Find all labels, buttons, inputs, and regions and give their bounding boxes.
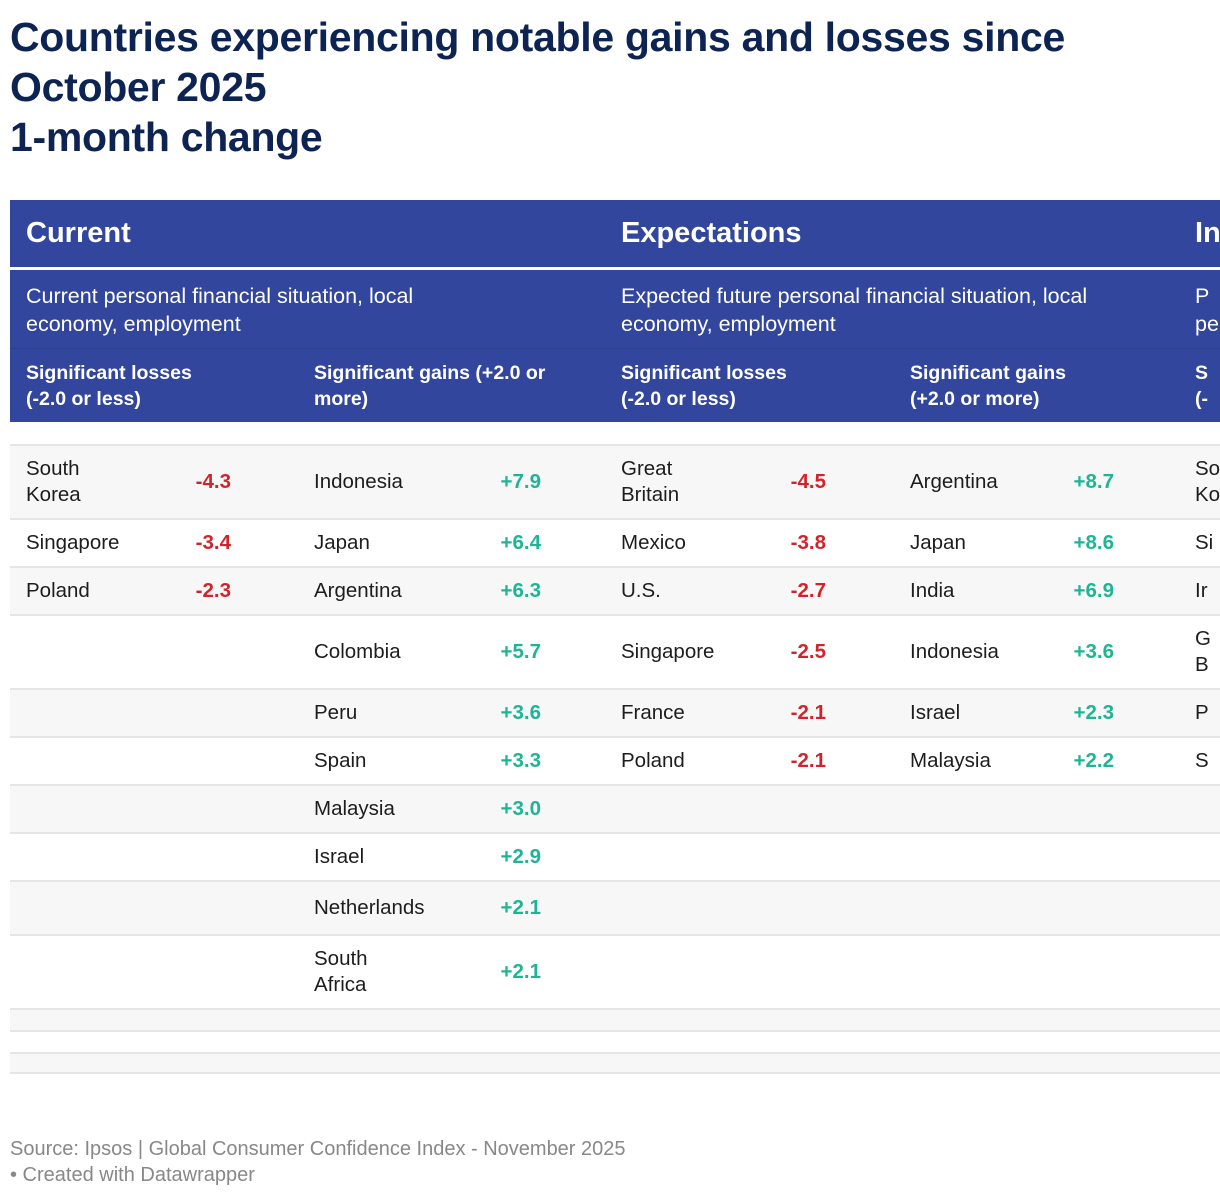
expectations-losses-value: -2.5 (790, 640, 826, 663)
expectations-gains-value: +8.7 (1073, 470, 1114, 493)
current-gains-value: +5.7 (500, 640, 541, 663)
expectations-losses-value: -2.7 (790, 579, 826, 602)
expectations-gains-country: Israel (910, 701, 961, 724)
data-table: Current Expectations In Current personal… (10, 200, 1220, 1080)
expectations-gains-country: Malaysia (910, 749, 991, 772)
table-row: South Africa +2.1 (10, 934, 1220, 1008)
section-description-third: P pe (1195, 284, 1219, 336)
third-losses-country: Ir (1195, 579, 1208, 602)
title-line-3: 1-month change (10, 114, 323, 160)
table-row: Poland -2.3 Argentina +6.3 U.S. -2.7 India +6.9… (10, 566, 1220, 614)
current-gains-country: Peru (314, 701, 358, 724)
title-line-1: Countries experiencing notable gains and… (10, 14, 1065, 60)
current-losses-country: South Korea (26, 457, 81, 506)
current-losses-value: -2.3 (195, 579, 231, 602)
current-losses-country: Poland (26, 579, 90, 602)
current-gains-value: +7.9 (500, 470, 541, 493)
third-losses-country: So Ko (1195, 457, 1220, 506)
credit-note: • Created with Datawrapper (10, 1164, 255, 1186)
expectations-losses-country: Singapore (621, 640, 715, 663)
col-header-expectations-losses: Significant losses (-2.0 or less) (621, 362, 787, 410)
current-losses-value: -4.3 (195, 470, 231, 493)
third-losses-country: S (1195, 749, 1209, 772)
expectations-losses-value: -2.1 (790, 749, 826, 772)
col-header-expectations-gains: Significant gains (+2.0 or more) (910, 362, 1067, 410)
current-gains-value: +6.3 (500, 579, 541, 602)
third-losses-country: P (1195, 701, 1209, 724)
col-header-current-gains: Significant gains (+2.0 or more) (314, 362, 546, 410)
current-gains-country: Malaysia (314, 797, 395, 820)
expectations-gains-country: Argentina (910, 470, 998, 493)
current-gains-country: Argentina (314, 579, 402, 602)
expectations-losses-country: U.S. (621, 579, 661, 602)
expectations-gains-country: India (910, 579, 955, 602)
current-gains-country: South Africa (314, 947, 368, 996)
expectations-gains-value: +3.6 (1073, 640, 1114, 663)
section-header-row: Current Expectations In (10, 200, 1220, 267)
current-gains-value: +2.1 (500, 960, 541, 983)
current-losses-country: Singapore (26, 531, 120, 554)
table-row (10, 1052, 1220, 1074)
table-row: Colombia +5.7 Singapore -2.5 Indonesia +3.6 G … (10, 614, 1220, 688)
table-row: Israel +2.9 (10, 832, 1220, 880)
col-header-third-losses: S (- (1195, 362, 1209, 410)
current-gains-value: +3.3 (500, 749, 541, 772)
footer: Source: Ipsos | Global Consumer Confiden… (10, 1136, 626, 1188)
current-gains-value: +6.4 (500, 531, 541, 554)
current-gains-value: +2.9 (500, 845, 541, 868)
expectations-gains-country: Indonesia (910, 640, 999, 663)
expectations-gains-country: Japan (910, 531, 966, 554)
col-header-current-losses: Significant losses (-2.0 or less) (26, 362, 192, 410)
third-losses-country: Si (1195, 531, 1214, 554)
table-row: Peru +3.6 France -2.1 Israel +2.3 P (10, 688, 1220, 736)
section-description-row: Current personal financial situation, lo… (10, 270, 1220, 348)
table-row: Spain +3.3 Poland -2.1 Malaysia +2.2 S (10, 736, 1220, 784)
expectations-losses-country: Poland (621, 749, 685, 772)
expectations-gains-value: +8.6 (1073, 531, 1114, 554)
source-note: Source: Ipsos | Global Consumer Confiden… (10, 1138, 626, 1160)
expectations-losses-country: Mexico (621, 531, 686, 554)
section-description-current: Current personal financial situation, lo… (26, 284, 414, 336)
expectations-losses-country: France (621, 701, 685, 724)
current-gains-country: Netherlands (314, 896, 425, 919)
current-gains-country: Spain (314, 749, 367, 772)
expectations-losses-value: -4.5 (790, 470, 826, 493)
expectations-losses-value: -2.1 (790, 701, 826, 724)
current-gains-value: +3.6 (500, 701, 541, 724)
current-gains-country: Indonesia (314, 470, 403, 493)
expectations-gains-value: +2.3 (1073, 701, 1114, 724)
title-line-2: October 2025 (10, 64, 267, 110)
current-gains-value: +3.0 (500, 797, 541, 820)
current-gains-country: Israel (314, 845, 365, 868)
table-row (10, 1008, 1220, 1030)
table-row: South Korea -4.3 Indonesia +7.9 Great Britai… (10, 444, 1220, 518)
expectations-losses-value: -3.8 (790, 531, 826, 554)
section-title-third: In (1195, 217, 1220, 249)
page-title: Countries experiencing notable gains and… (10, 12, 1160, 162)
table-row (10, 1030, 1220, 1052)
third-losses-country: G B (1195, 627, 1211, 676)
current-losses-value: -3.4 (195, 531, 231, 554)
expectations-gains-value: +6.9 (1073, 579, 1114, 602)
table-row: Netherlands +2.1 (10, 880, 1220, 934)
expectations-losses-country: Great Britain (621, 457, 680, 506)
section-description-expectations: Expected future personal financial situa… (621, 284, 1088, 336)
table-row: Singapore -3.4 Japan +6.4 Mexico -3.8 Japan +8.… (10, 518, 1220, 566)
section-title-expectations: Expectations (621, 217, 802, 249)
current-gains-country: Colombia (314, 640, 401, 663)
expectations-gains-value: +2.2 (1073, 749, 1114, 772)
current-gains-value: +2.1 (500, 896, 541, 919)
section-title-current: Current (26, 217, 131, 249)
current-gains-country: Japan (314, 531, 370, 554)
column-header-row: Significant losses (-2.0 or less) Signif… (10, 348, 1220, 422)
table-row: Malaysia +3.0 (10, 784, 1220, 832)
